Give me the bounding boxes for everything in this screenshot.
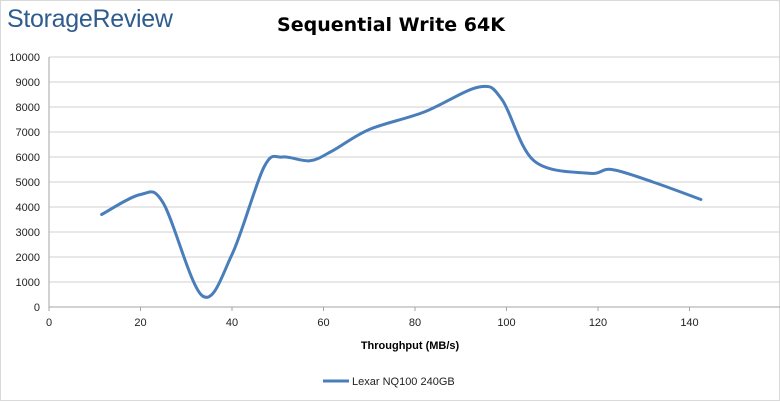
y-tick-label: 2000 (16, 252, 40, 264)
y-tick-label: 4000 (16, 202, 40, 214)
y-tick-label: 5000 (16, 177, 40, 189)
x-tick-label: 0 (46, 317, 52, 329)
brand-name: StorageReview (7, 5, 173, 33)
x-axis-title: Throughput (MB/s) (361, 340, 460, 352)
y-tick-label: 8000 (16, 102, 40, 114)
brand-logo: StorageReview (7, 5, 173, 34)
x-tick-label: 120 (589, 317, 607, 329)
series-line (100, 84, 703, 299)
x-tick-label: 100 (497, 317, 515, 329)
y-tick-label: 7000 (16, 127, 40, 139)
y-tick-label: 6000 (16, 152, 40, 164)
y-tick-label: 1000 (16, 277, 40, 289)
y-tick-label: 3000 (16, 227, 40, 239)
x-tick-label: 40 (226, 317, 238, 329)
x-tick-label: 60 (317, 317, 329, 329)
chart-title: Sequential Write 64K (277, 14, 505, 36)
y-tick-label: 0 (34, 302, 40, 314)
y-tick-label: 10000 (9, 52, 40, 64)
x-tick-label: 20 (134, 317, 146, 329)
y-tick-label: 9000 (16, 77, 40, 89)
x-tick-label: 140 (680, 317, 698, 329)
x-tick-label: 80 (409, 317, 421, 329)
legend-label: Lexar NQ100 240GB (352, 376, 455, 388)
